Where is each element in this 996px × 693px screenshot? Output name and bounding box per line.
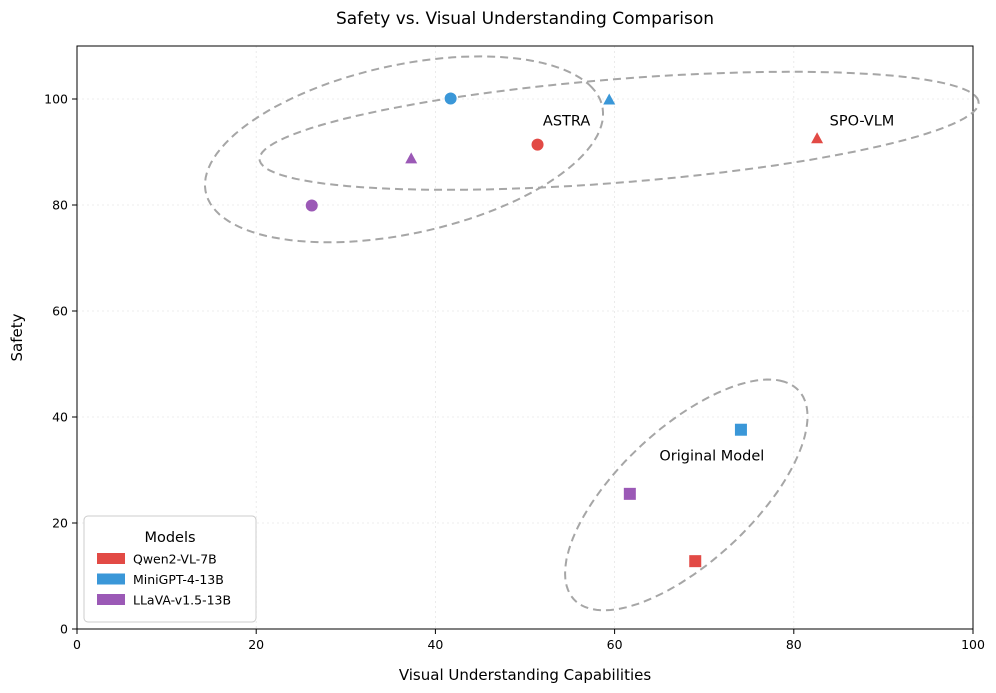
point-llava-v1-5-13b-original-model — [623, 487, 636, 500]
x-tick-label: 40 — [427, 637, 443, 652]
y-tick-label: 20 — [52, 516, 68, 531]
x-tick-label: 60 — [607, 637, 623, 652]
legend-swatch — [97, 553, 125, 564]
legend: Models Qwen2-VL-7B MiniGPT-4-13B LLaVA-v1.… — [83, 515, 257, 623]
y-axis-label: Safety — [8, 313, 26, 361]
y-tick-label: 60 — [52, 304, 68, 319]
x-tick-label: 100 — [961, 637, 985, 652]
y-tick-label: 80 — [52, 198, 68, 213]
point-minigpt-4-13b-original-model — [734, 423, 747, 436]
point-llava-v1-5-13b-astra — [305, 199, 318, 212]
legend-swatch — [97, 573, 125, 585]
legend-title: Models — [144, 530, 195, 546]
axis-ticks: 0 20 40 60 80 100 0 20 40 60 80 100 — [44, 92, 985, 653]
x-tick-label: 0 — [73, 637, 81, 652]
group-ellipses — [203, 55, 980, 612]
group-ellipse-spo-vlm — [258, 70, 980, 191]
y-tick-label: 0 — [60, 622, 68, 637]
legend-label: MiniGPT-4-13B — [133, 572, 224, 587]
annotation-astra: ASTRA — [543, 114, 590, 130]
point-minigpt-4-13b-astra — [444, 92, 457, 105]
group-ellipse-astra — [203, 55, 604, 244]
y-tick-label: 100 — [44, 92, 68, 107]
x-axis-label: Visual Understanding Capabilities — [399, 666, 652, 684]
point-minigpt-4-13b-spo-vlm — [603, 93, 616, 105]
plot-area-frame — [76, 45, 974, 630]
group-ellipse-original-model — [564, 378, 809, 612]
annotation-original-model: Original Model — [659, 448, 764, 464]
data-points — [305, 92, 824, 568]
legend-label: LLaVA-v1.5-13B — [133, 593, 231, 608]
point-llava-v1-5-13b-spo-vlm — [405, 152, 418, 164]
legend-label: Qwen2-VL-7B — [133, 552, 217, 567]
legend-box — [83, 515, 257, 623]
y-tick-label: 40 — [52, 410, 68, 425]
chart-title: Safety vs. Visual Understanding Comparis… — [336, 9, 714, 29]
x-tick-label: 20 — [248, 637, 264, 652]
annotation-spo-vlm: SPO-VLM — [830, 114, 895, 130]
point-qwen2-vl-7b-spo-vlm — [811, 132, 824, 144]
x-tick-label: 80 — [786, 637, 802, 652]
point-qwen2-vl-7b-astra — [531, 138, 544, 151]
group-annotations: ASTRA SPO-VLM Original Model — [543, 114, 894, 465]
legend-swatch — [97, 594, 125, 605]
point-qwen2-vl-7b-original-model — [689, 555, 702, 568]
